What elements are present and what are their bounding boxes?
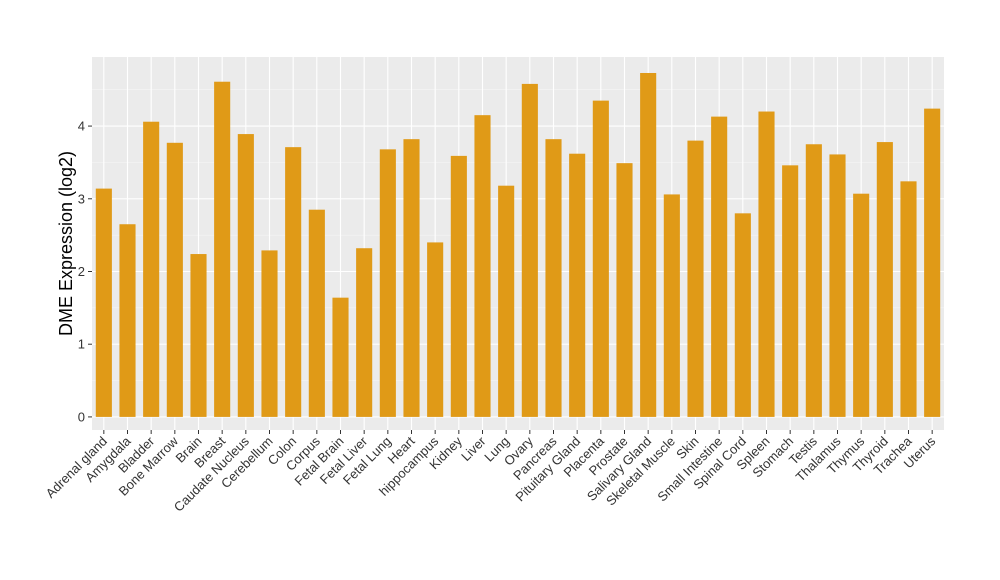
bar xyxy=(734,213,751,417)
plot-panel xyxy=(92,57,944,430)
bar xyxy=(474,115,491,417)
bar xyxy=(214,81,231,417)
bar xyxy=(521,83,538,417)
bar xyxy=(545,139,562,417)
bar xyxy=(616,163,633,417)
bar xyxy=(876,142,893,417)
bar xyxy=(427,242,444,417)
bars xyxy=(95,72,941,417)
bar xyxy=(308,209,325,417)
bar xyxy=(663,194,680,417)
bar xyxy=(190,254,207,417)
bar xyxy=(782,165,799,417)
bar xyxy=(924,108,941,417)
bar xyxy=(332,297,349,417)
bar xyxy=(805,144,822,417)
bar xyxy=(569,153,586,417)
bar xyxy=(356,248,373,417)
bar xyxy=(166,142,183,417)
y-tick-label: 2 xyxy=(78,264,85,279)
y-tick-label: 0 xyxy=(78,409,85,424)
bar xyxy=(592,100,609,417)
y-axis: 0 1 2 3 4 xyxy=(78,119,92,424)
bar xyxy=(829,154,846,417)
y-tick-label: 1 xyxy=(78,337,85,352)
bar xyxy=(758,111,775,417)
bar xyxy=(853,193,870,417)
bar xyxy=(237,134,254,417)
bar xyxy=(143,121,160,417)
bar xyxy=(95,188,112,417)
bar xyxy=(687,140,704,417)
bar xyxy=(900,181,917,417)
bar xyxy=(285,147,302,417)
bar xyxy=(498,185,515,417)
bar xyxy=(640,72,657,417)
bar xyxy=(711,116,728,417)
y-tick-label: 4 xyxy=(78,119,85,134)
x-tick-label: Liver xyxy=(458,433,489,464)
bar xyxy=(450,155,467,417)
bar xyxy=(119,224,136,417)
bar xyxy=(379,149,396,417)
y-tick-label: 3 xyxy=(78,191,85,206)
y-axis-title: DME Expression (log2) xyxy=(56,151,76,336)
bar xyxy=(261,250,278,417)
bar xyxy=(403,139,420,417)
